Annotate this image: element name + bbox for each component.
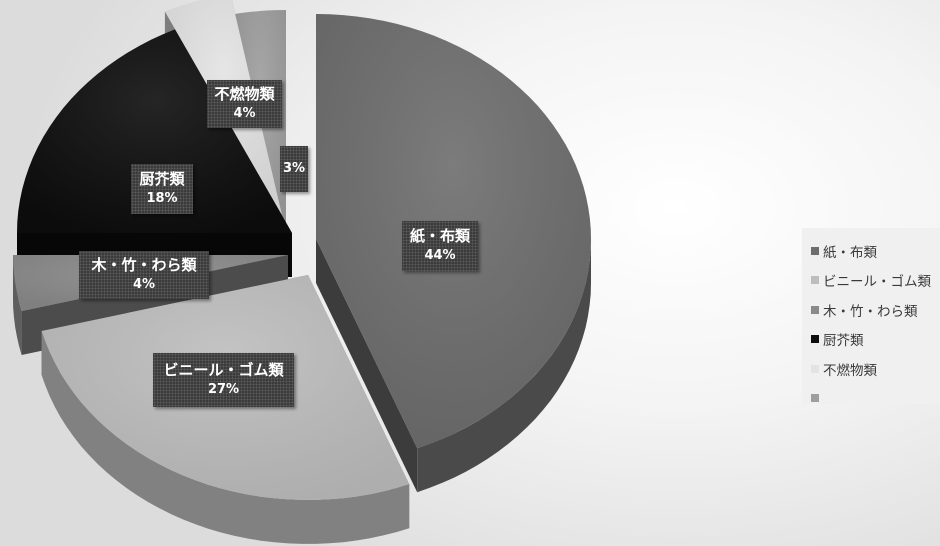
slice-top-shading [17,29,292,234]
legend-label: 不燃物類 [823,362,877,379]
legend-swatch [811,335,819,344]
slice-cut-face [316,239,418,493]
legend-swatch [811,276,819,285]
data-label-other: 3% [280,146,308,192]
pie-slice-kitchen-waste [17,29,292,278]
legend-swatch [811,364,819,373]
slice-side-wall [41,331,410,544]
legend-item: 不燃物類 [802,354,940,384]
legend: 紙・布類 ビニール・ゴム類 木・竹・わら類 厨芥類 不燃物類 [802,228,940,404]
data-label-kitchen-waste: 厨芥類 18% [131,164,193,214]
legend-label: 厨芥類 [823,333,864,350]
legend-item: 厨芥類 [802,325,940,355]
data-label-wood-bamboo-straw: 木・竹・わら類 4% [79,251,209,299]
legend-item: 木・竹・わら類 [802,295,940,325]
legend-label: 木・竹・わら類 [823,303,918,320]
slice-side-wall [13,255,22,355]
data-label-vinyl-rubber: ビニール・ゴム類 27% [153,353,294,407]
slice-side-wall [417,239,591,493]
legend-swatch [811,246,819,255]
legend-label: 紙・布類 [823,244,877,261]
legend-item: 紙・布類 [802,236,940,266]
legend-swatch [811,305,819,314]
legend-swatch [811,394,819,403]
legend-label: ビニール・ゴム類 [823,274,931,291]
legend-item [802,384,940,414]
data-label-noncombustible: 不燃物類 4% [207,80,282,128]
legend-item: ビニール・ゴム類 [802,266,940,296]
data-label-paper-cloth: 紙・布類 44% [402,221,478,271]
